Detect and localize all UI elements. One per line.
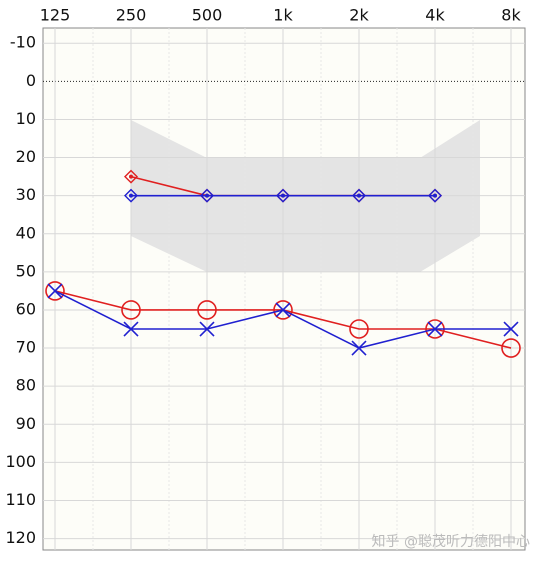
marker xyxy=(273,300,293,320)
y-tick-label: 90 xyxy=(16,414,36,433)
y-tick-label: 20 xyxy=(16,147,36,166)
y-tick-label: 70 xyxy=(16,338,36,357)
marker xyxy=(47,283,63,299)
marker xyxy=(427,321,443,337)
marker xyxy=(200,188,214,203)
y-tick-label: 80 xyxy=(16,376,36,395)
y-tick-label: 50 xyxy=(16,261,36,280)
x-tick-label: 125 xyxy=(40,6,71,25)
marker xyxy=(45,281,65,301)
marker xyxy=(123,321,139,337)
marker xyxy=(276,188,290,203)
marker xyxy=(352,188,366,203)
marker xyxy=(349,319,369,339)
watermark: 知乎 @聪茂听力德阳中心 xyxy=(372,533,530,550)
marker xyxy=(351,340,367,356)
x-tick-label: 1k xyxy=(273,6,293,25)
y-tick-label: 100 xyxy=(5,452,36,471)
x-tick-label: 4k xyxy=(425,6,445,25)
x-tick-label: 2k xyxy=(349,6,369,25)
marker xyxy=(199,321,215,337)
y-tick-label: 10 xyxy=(16,109,36,128)
marker xyxy=(121,300,141,320)
plot-area xyxy=(42,27,526,551)
marker xyxy=(197,300,217,320)
marker xyxy=(503,321,519,337)
y-tick-label: 40 xyxy=(16,223,36,242)
marker xyxy=(124,169,138,184)
marker xyxy=(501,338,521,358)
marker xyxy=(124,188,138,203)
y-tick-label: 60 xyxy=(16,299,36,318)
y-tick-label: 120 xyxy=(5,528,36,547)
y-tick-label: -10 xyxy=(10,33,36,52)
x-tick-label: 500 xyxy=(192,6,223,25)
marker xyxy=(275,302,291,318)
y-tick-label: 0 xyxy=(26,71,36,90)
y-tick-label: 30 xyxy=(16,185,36,204)
x-tick-label: 250 xyxy=(116,6,147,25)
marker xyxy=(428,188,442,203)
x-tick-label: 8k xyxy=(501,6,521,25)
y-tick-label: 110 xyxy=(5,490,36,509)
